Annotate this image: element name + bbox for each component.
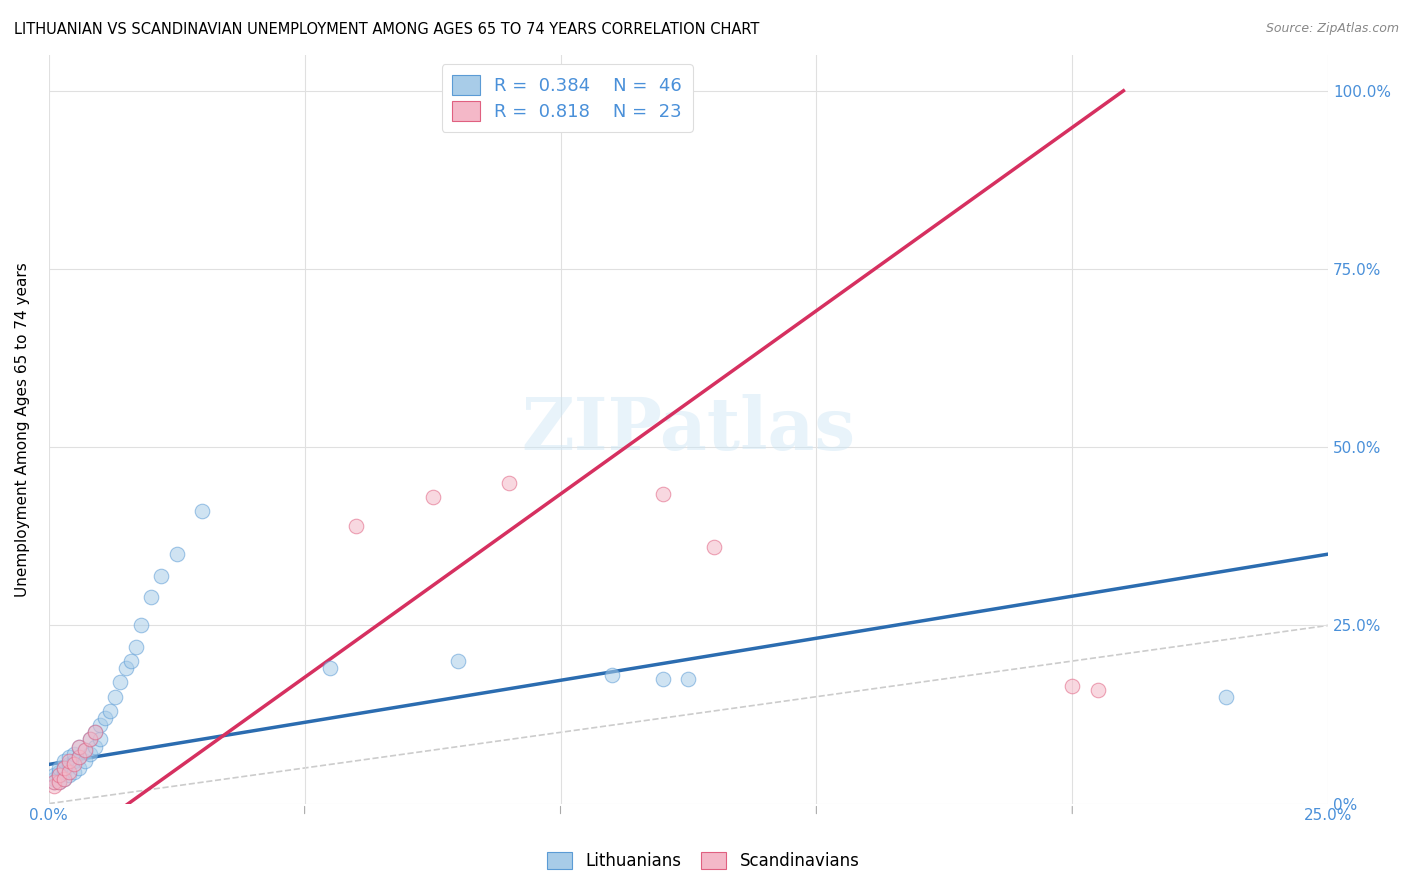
Text: Source: ZipAtlas.com: Source: ZipAtlas.com <box>1265 22 1399 36</box>
Point <box>447 654 470 668</box>
Point <box>69 761 91 775</box>
Point <box>63 754 86 768</box>
Point <box>53 761 76 775</box>
Point <box>42 775 65 789</box>
Point <box>42 775 65 789</box>
Point <box>53 772 76 786</box>
Point <box>63 764 86 779</box>
Point <box>48 764 70 779</box>
Point <box>94 711 117 725</box>
Point <box>53 754 76 768</box>
Point <box>73 743 96 757</box>
Point <box>89 718 111 732</box>
Point <box>114 661 136 675</box>
Point <box>651 672 673 686</box>
Point <box>48 775 70 789</box>
Point <box>42 768 65 782</box>
Text: ZIPatlas: ZIPatlas <box>522 394 855 465</box>
Point <box>73 754 96 768</box>
Point <box>166 547 188 561</box>
Point <box>48 768 70 782</box>
Point <box>69 750 91 764</box>
Point <box>79 747 101 761</box>
Point <box>63 747 86 761</box>
Text: LITHUANIAN VS SCANDINAVIAN UNEMPLOYMENT AMONG AGES 65 TO 74 YEARS CORRELATION CH: LITHUANIAN VS SCANDINAVIAN UNEMPLOYMENT … <box>14 22 759 37</box>
Point <box>58 754 80 768</box>
Y-axis label: Unemployment Among Ages 65 to 74 years: Unemployment Among Ages 65 to 74 years <box>15 262 30 597</box>
Point <box>58 768 80 782</box>
Point <box>42 772 65 786</box>
Point <box>110 675 132 690</box>
Legend: R =  0.384    N =  46, R =  0.818    N =  23: R = 0.384 N = 46, R = 0.818 N = 23 <box>441 64 693 132</box>
Point <box>58 764 80 779</box>
Point <box>120 654 142 668</box>
Point <box>1087 682 1109 697</box>
Point <box>498 475 520 490</box>
Point <box>53 772 76 786</box>
Point <box>48 768 70 782</box>
Point <box>63 757 86 772</box>
Point <box>53 761 76 775</box>
Point <box>319 661 342 675</box>
Point <box>344 518 367 533</box>
Point <box>703 540 725 554</box>
Point <box>42 779 65 793</box>
Point <box>58 750 80 764</box>
Point <box>48 775 70 789</box>
Point <box>1215 690 1237 704</box>
Point <box>104 690 127 704</box>
Point <box>550 84 572 98</box>
Point <box>191 504 214 518</box>
Point <box>83 725 105 739</box>
Point <box>422 490 444 504</box>
Point <box>69 750 91 764</box>
Point <box>150 568 173 582</box>
Point <box>651 486 673 500</box>
Point <box>1062 679 1084 693</box>
Point <box>89 732 111 747</box>
Point <box>69 739 91 754</box>
Point <box>139 590 162 604</box>
Point <box>600 84 623 98</box>
Point <box>125 640 148 654</box>
Point <box>73 743 96 757</box>
Point <box>69 739 91 754</box>
Point <box>83 739 105 754</box>
Point <box>79 732 101 747</box>
Point <box>129 618 152 632</box>
Point <box>678 672 700 686</box>
Point <box>83 725 105 739</box>
Legend: Lithuanians, Scandinavians: Lithuanians, Scandinavians <box>540 845 866 877</box>
Point <box>98 704 121 718</box>
Point <box>53 764 76 779</box>
Point <box>79 732 101 747</box>
Point <box>600 668 623 682</box>
Point <box>58 757 80 772</box>
Point <box>48 761 70 775</box>
